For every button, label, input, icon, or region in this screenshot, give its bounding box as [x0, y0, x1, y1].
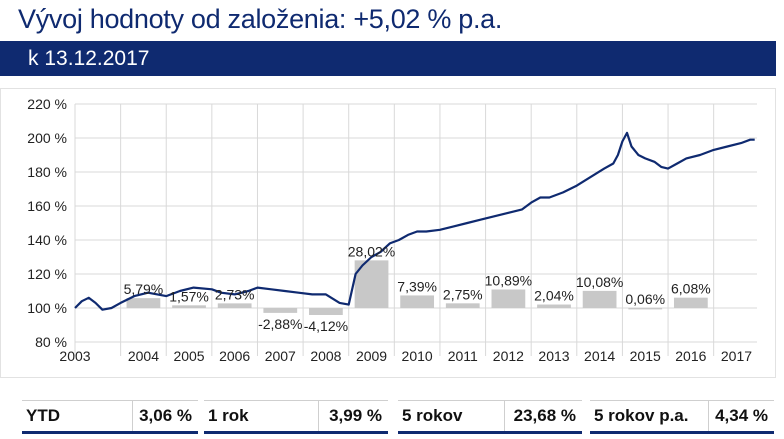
bar-label-2014: 10,08%: [576, 274, 623, 290]
page-title: Vývoj hodnoty od založenia: +5,02 % p.a.: [18, 4, 503, 34]
y-tick-label: 220 %: [27, 96, 67, 112]
chart-frame: [0, 88, 776, 378]
stat-1-year: 1 rok 3,99 %: [204, 400, 388, 434]
bar-2007: [263, 308, 298, 313]
stat-label: YTD: [26, 406, 60, 425]
stat-value: 3,99 %: [318, 401, 388, 431]
x-tick-label: 2015: [630, 348, 661, 364]
x-tick-label: 2006: [219, 348, 250, 364]
y-tick-label: 180 %: [27, 164, 67, 180]
bar-label-2008: -4,12%: [304, 318, 348, 334]
date-banner: k 13.12.2017: [0, 41, 776, 76]
line-layer: [74, 131, 755, 311]
performance-line: [74, 131, 755, 311]
bar-2011: [445, 303, 480, 308]
bar-2010: [400, 295, 435, 308]
x-tick-label: 2014: [584, 348, 615, 364]
stat-label: 5 rokov p.a.: [594, 406, 689, 425]
bar-label-2015: 0,06%: [625, 291, 665, 307]
x-tick-label: 2013: [538, 348, 569, 364]
as-of-date: k 13.12.2017: [28, 47, 150, 70]
x-tick-label: 2012: [493, 348, 524, 364]
bar-layer: [126, 260, 708, 316]
y-tick-label: 80 %: [35, 334, 67, 350]
x-tick-label: 2008: [310, 348, 341, 364]
stat-ytd: YTD 3,06 %: [22, 400, 198, 434]
bar-2008: [309, 308, 343, 316]
stat-value: 4,34 %: [708, 401, 774, 431]
x-tick-label: 2016: [675, 348, 706, 364]
y-tick-label: 140 %: [27, 232, 67, 248]
bar-2015: [628, 307, 663, 310]
y-tick-label: 160 %: [27, 198, 67, 214]
axis-layer: 80 % 100 % 120 % 140 % 160 % 180 % 200 % 220 % 2…: [27, 96, 752, 364]
x-tick-label: 2011: [448, 348, 478, 364]
bar-label-2011: 2,75%: [443, 286, 483, 302]
stat-label: 1 rok: [208, 406, 249, 425]
x-tick-label: 2017: [721, 348, 752, 364]
x-tick-label: 2009: [356, 348, 387, 364]
stats-row: YTD 3,06 % 1 rok 3,99 % 5 rokov 23,68 % …: [22, 400, 782, 434]
bar-label-2005: 1,57%: [169, 288, 209, 304]
bar-2004: [126, 298, 161, 308]
stat-5-years-pa: 5 rokov p.a. 4,34 %: [590, 400, 774, 434]
bar-label-2004: 5,79%: [124, 281, 164, 297]
bar-label-2016: 6,08%: [671, 281, 711, 297]
x-tick-label: 2010: [402, 348, 433, 364]
bar-label-2007: -2,88%: [258, 316, 302, 332]
x-tick-label: 2004: [128, 348, 159, 364]
y-tick-label: 100 %: [27, 300, 67, 316]
y-tick-label: 200 %: [27, 130, 67, 146]
bar-2013: [537, 304, 571, 308]
stat-5-years: 5 rokov 23,68 %: [398, 400, 582, 434]
stat-label: 5 rokov: [402, 406, 463, 425]
bar-2016: [673, 297, 708, 308]
grid-layer: [74, 103, 757, 356]
bar-label-2006: 2,73%: [215, 286, 255, 302]
bar-2005: [172, 305, 206, 308]
bar-label-2010: 7,39%: [397, 278, 437, 294]
y-tick-label: 120 %: [27, 266, 67, 282]
stat-value: 23,68 %: [504, 401, 582, 431]
bar-label-2009: 28,02%: [348, 243, 395, 259]
bar-label-2013: 2,04%: [534, 288, 574, 304]
bar-2012: [491, 289, 526, 308]
x-tick-label: 2005: [173, 348, 204, 364]
stat-value: 3,06 %: [132, 401, 198, 431]
bar-2006: [217, 303, 252, 308]
label-layer: 5,79% 1,57% 2,73%-2,88% -4,12% 28,02% 7,39% 2,…: [124, 243, 711, 334]
x-tick-label: 2003: [59, 348, 90, 364]
bar-2014: [582, 290, 617, 308]
bar-label-2012: 10,89%: [485, 272, 532, 288]
performance-chart: 5,79% 1,57% 2,73%-2,88% -4,12% 28,02% 7,39% 2,…: [27, 96, 757, 364]
x-tick-label: 2007: [265, 348, 296, 364]
